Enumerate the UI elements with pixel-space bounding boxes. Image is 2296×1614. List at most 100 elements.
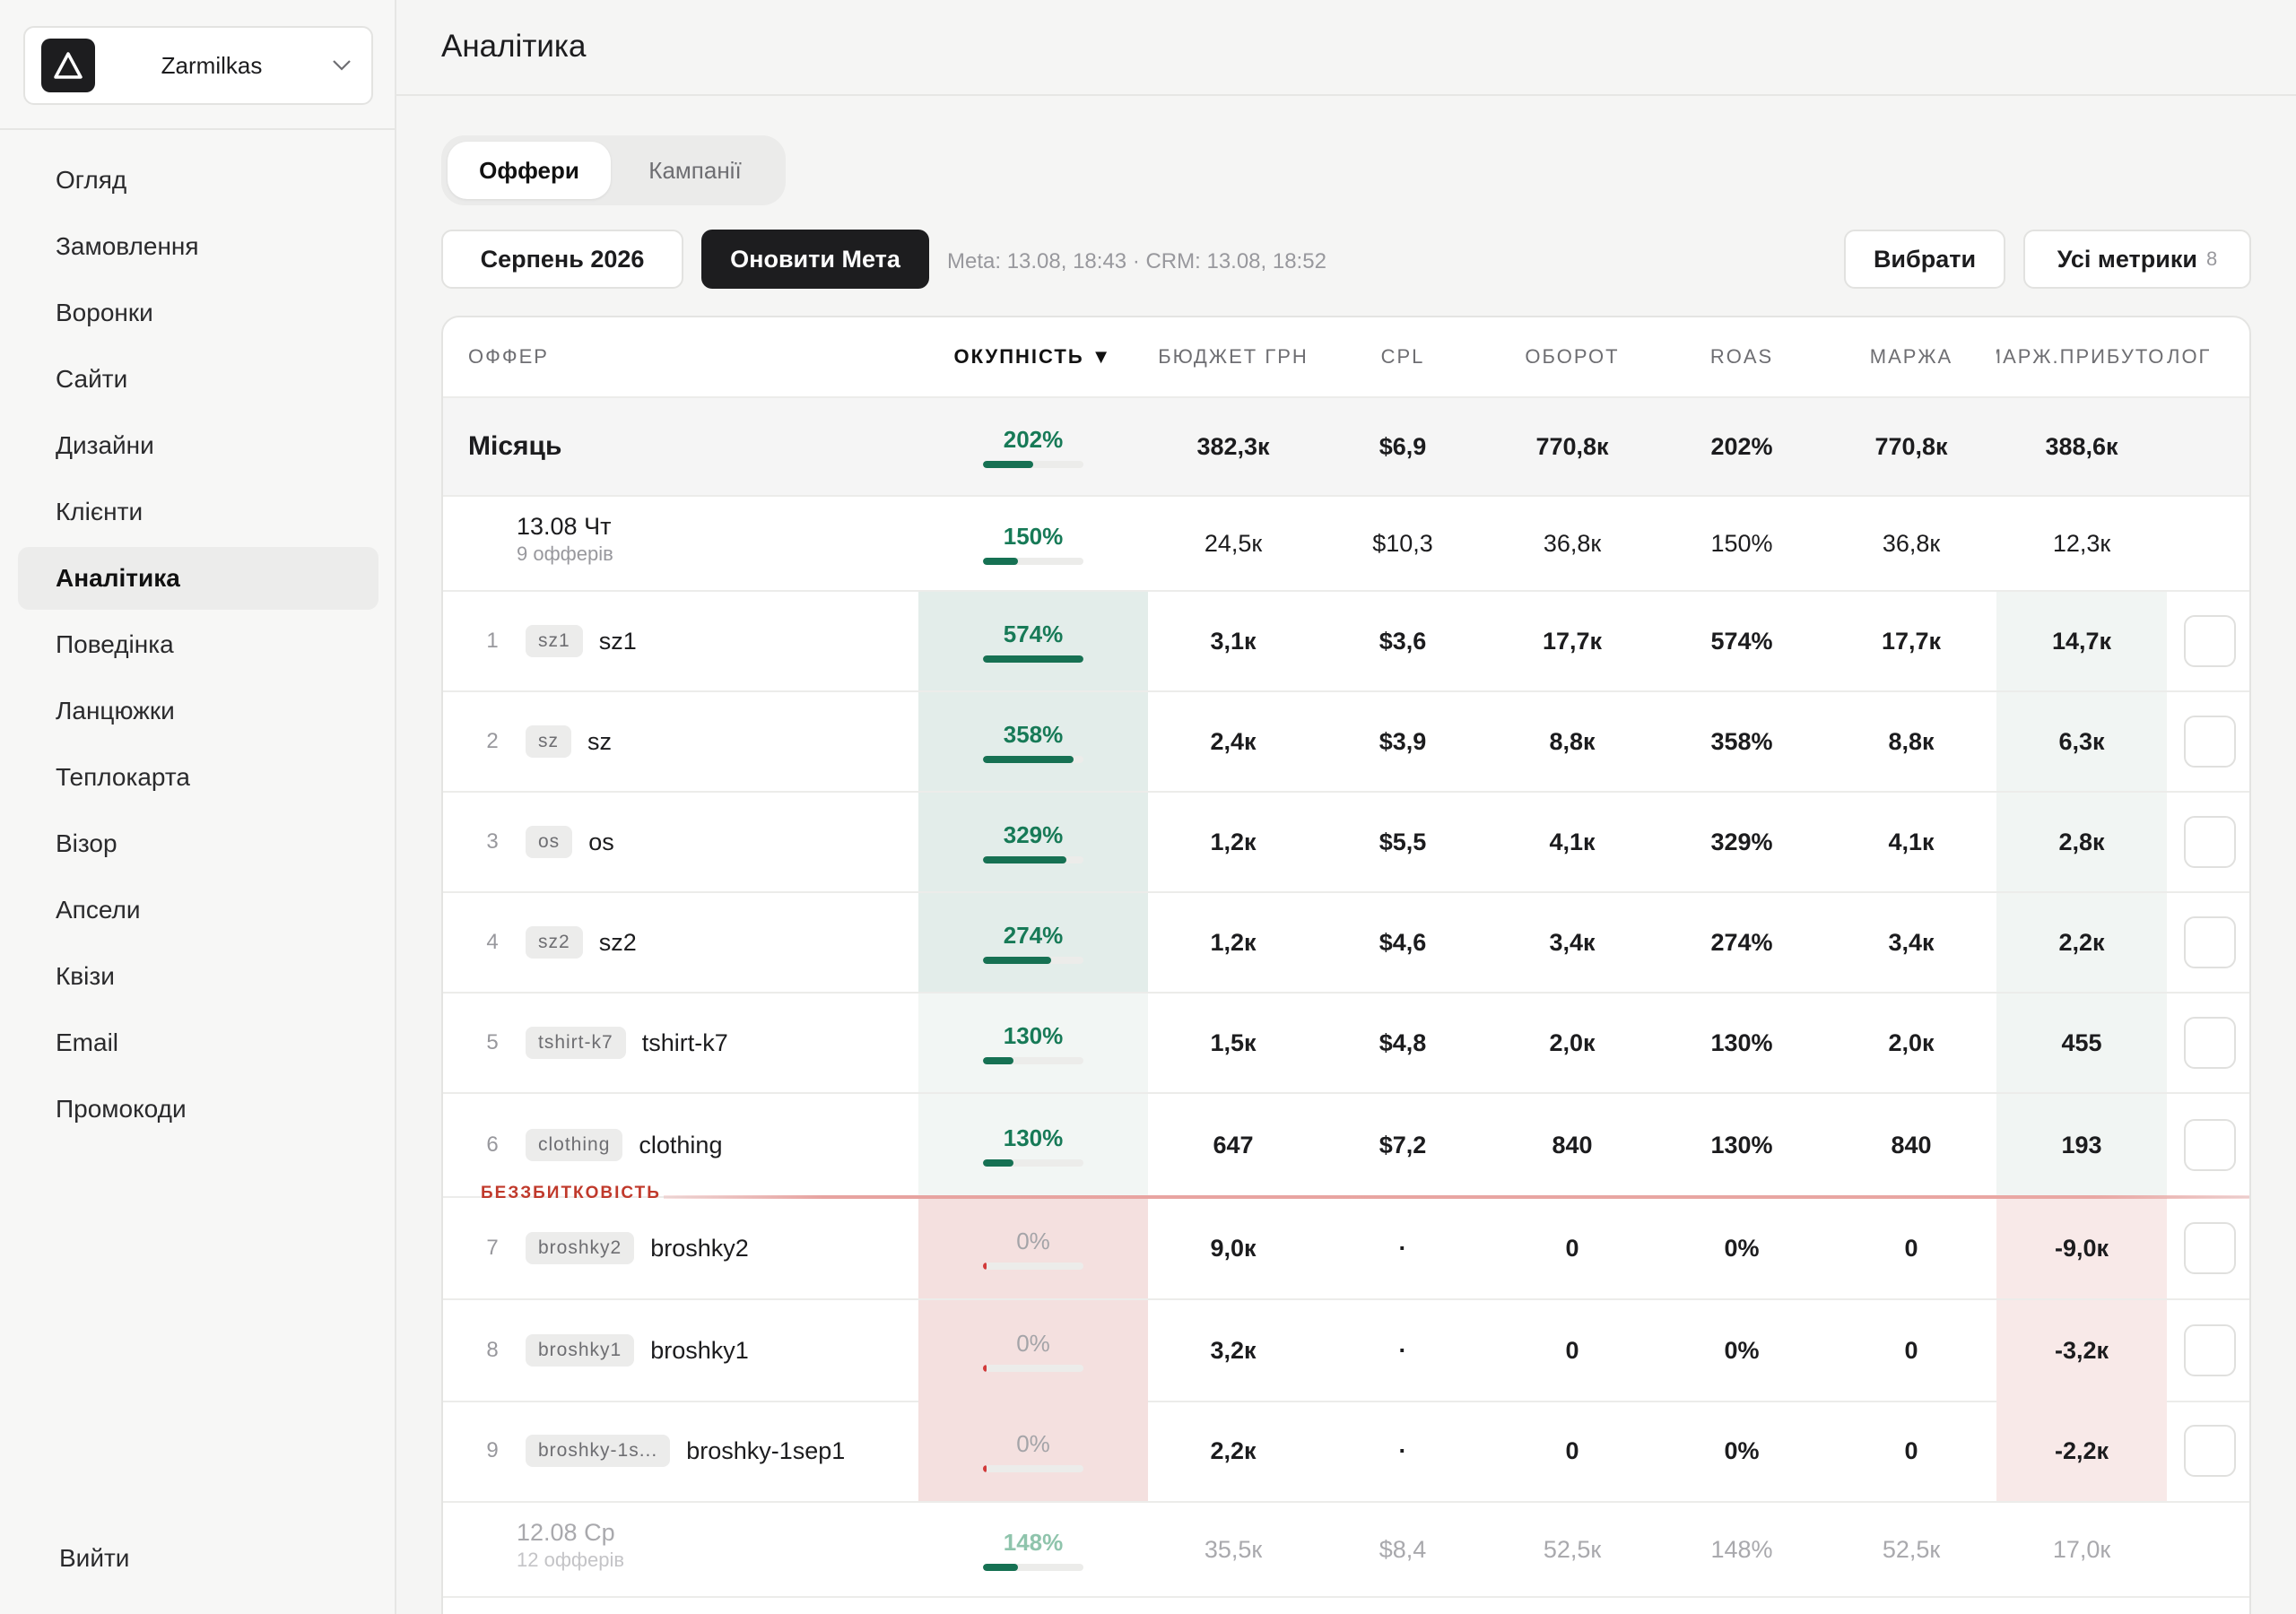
roas-cell: 148% <box>1710 1535 1773 1563</box>
select-button[interactable]: Вибрати <box>1844 230 2005 289</box>
table-row[interactable]: 6 clothing clothing 130% 647 $7,2 840 130% 840 19… <box>443 1094 2249 1198</box>
row-checkbox[interactable] <box>2184 816 2236 868</box>
log-cell <box>2167 692 2249 791</box>
table-row[interactable]: 1 sz1 sz1 574% 3,1к $3,6 17,7к 574% 17,7к 14,7к <box>443 592 2249 692</box>
profit-cell: 193 <box>1996 1094 2167 1196</box>
budget-cell: 1,5к <box>1210 1028 1257 1056</box>
table-row[interactable]: 9 broshky-1s... broshky-1sep1 0% 2,2к · 0 0% 0 -2… <box>443 1401 2249 1503</box>
roi-sort-header[interactable]: ОКУПНІСТЬ ▼ <box>953 345 1113 368</box>
offer-tag: tshirt-k7 <box>526 1027 626 1059</box>
refresh-meta-button[interactable]: Оновити Мета <box>701 230 929 289</box>
log-cell <box>2167 592 2249 690</box>
day-group-row[interactable]: 12.08 Ср 12 офферів 148% 35,5к $8,4 52,5к 148%… <box>443 1503 2249 1598</box>
row-checkbox[interactable] <box>2184 916 2236 968</box>
breakeven-line <box>664 1195 2249 1199</box>
roi-progress-bar <box>983 557 1083 565</box>
logout-link[interactable]: Вийти <box>59 1544 130 1572</box>
table-row[interactable]: 4 sz2 sz2 274% 1,2к $4,6 3,4к 274% 3,4к 2,2к <box>443 893 2249 994</box>
turnover-cell: 3,4к <box>1549 928 1596 956</box>
table-row[interactable]: 7 broshky2 broshky2 0% 9,0к · 0 0% 0 -9,0к <box>443 1198 2249 1300</box>
period-select-button[interactable]: Серпень 2026 <box>441 230 683 289</box>
offer-name: broshky-1sep1 <box>686 1436 846 1464</box>
sidebar-item[interactable]: Замовлення <box>56 232 199 260</box>
row-checkbox[interactable] <box>2184 1324 2236 1376</box>
column-header: ЛОГ <box>2167 345 2212 368</box>
turnover-cell: 2,0к <box>1549 1028 1596 1056</box>
cpl-cell: $3,6 <box>1378 627 1427 655</box>
margin-cell: 8,8к <box>1888 727 1935 755</box>
row-checkbox[interactable] <box>2184 615 2236 667</box>
row-checkbox[interactable] <box>2184 716 2236 768</box>
sidebar-item[interactable]: Промокоди <box>56 1095 187 1123</box>
roi-cell: 130% <box>918 994 1148 1092</box>
roi-progress-fill <box>983 655 1083 663</box>
sidebar-item[interactable]: Апсели <box>56 896 141 924</box>
metrics-count-badge: 8 <box>2205 247 2218 270</box>
margin-cell: 36,8к <box>1882 529 1941 557</box>
tab-campaigns[interactable]: Кампанії <box>648 156 742 184</box>
turnover-cell: 0 <box>1565 1234 1579 1262</box>
table-row[interactable]: 8 broshky1 broshky1 0% 3,2к · 0 0% 0 -3,2к <box>443 1300 2249 1402</box>
roi-progress-bar <box>983 956 1083 964</box>
all-metrics-button[interactable]: Усі метрики 8 <box>2023 230 2251 289</box>
sidebar-item[interactable]: Поведінка <box>56 630 174 658</box>
roi-progress-bar <box>983 1364 1083 1372</box>
offer-name: tshirt-k7 <box>641 1028 728 1056</box>
sidebar-item[interactable]: Квізи <box>56 962 115 990</box>
org-switcher[interactable]: Zarmilkas <box>23 26 373 105</box>
roi-progress-fill <box>983 1364 987 1372</box>
sidebar-item[interactable]: Email <box>56 1028 119 1056</box>
offers-table: ОФФЕР ОКУПНІСТЬ ▼ БЮДЖЕТ ГРН CPL ОБОРОТ ROAS М… <box>441 316 2251 1614</box>
row-checkbox[interactable] <box>2184 1017 2236 1069</box>
profit-cell: -2,2к <box>1996 1401 2167 1501</box>
cpl-cell: $4,6 <box>1378 928 1427 956</box>
table-row[interactable]: 2 sz sz 358% 2,4к $3,9 8,8к 358% 8,8к 6,3к <box>443 692 2249 793</box>
sidebar-item[interactable]: Клієнти <box>56 498 144 525</box>
offer-tag: sz <box>526 725 571 758</box>
sidebar-item[interactable]: Ланцюжки <box>56 697 175 725</box>
budget-cell: 1,2к <box>1210 928 1257 956</box>
roi-progress-bar <box>983 1056 1083 1064</box>
breakeven-label: БЕЗЗБИТКОВІСТЬ <box>481 1184 661 1202</box>
row-checkbox[interactable] <box>2184 1222 2236 1274</box>
log-cell <box>2167 1401 2249 1501</box>
roas-cell: 0% <box>1724 1234 1760 1262</box>
row-number: 7 <box>486 1236 499 1260</box>
row-number: 8 <box>486 1338 499 1362</box>
budget-cell: 3,1к <box>1210 627 1257 655</box>
roi-progress-fill <box>983 956 1052 964</box>
margin-cell: 0 <box>1904 1234 1918 1262</box>
cpl-cell: $5,5 <box>1378 828 1427 855</box>
offer-cell: sz2 sz2 <box>526 893 637 992</box>
sync-status: Meta: 13.08, 18:43 · CRM: 13.08, 18:52 <box>947 249 1326 273</box>
log-cell <box>2167 1094 2249 1196</box>
sidebar-item[interactable]: Теплокарта <box>56 763 190 791</box>
table-row[interactable]: 3 os os 329% 1,2к $5,5 4,1к 329% 4,1к 2,8к <box>443 793 2249 893</box>
tab-offers[interactable]: Оффери <box>448 142 611 199</box>
roi-cell: 574% <box>918 592 1148 690</box>
roas-cell: 274% <box>1710 928 1773 956</box>
sidebar-item[interactable]: Сайти <box>56 365 128 393</box>
roi-cell: 202% <box>918 398 1148 495</box>
sidebar-item[interactable]: Огляд <box>56 166 127 194</box>
roi-progress-fill <box>983 1158 1013 1167</box>
cpl-cell: · <box>1398 1234 1407 1262</box>
day-group-row[interactable]: 13.08 Чт 9 офферів 150% 24,5к $10,3 36,8к 150%… <box>443 497 2249 592</box>
sidebar-item[interactable]: Воронки <box>56 299 153 326</box>
sidebar-divider <box>0 128 396 130</box>
row-checkbox[interactable] <box>2184 1425 2236 1477</box>
row-checkbox[interactable] <box>2184 1119 2236 1171</box>
table-row[interactable]: 5 tshirt-k7 tshirt-k7 130% 1,5к $4,8 2,0к 130% 2… <box>443 994 2249 1094</box>
roas-cell: 130% <box>1710 1131 1773 1158</box>
roi-value: 329% <box>1003 820 1064 848</box>
row-number: 5 <box>486 1030 499 1054</box>
roi-progress-bar <box>983 655 1083 663</box>
sidebar-item[interactable]: Візор <box>56 829 117 857</box>
margin-cell: 840 <box>1891 1131 1932 1158</box>
budget-cell: 647 <box>1213 1131 1254 1158</box>
budget-cell: 35,5к <box>1204 1535 1263 1563</box>
offer-tag: broshky1 <box>526 1334 635 1367</box>
log-cell <box>2167 994 2249 1092</box>
sidebar-item[interactable]: Аналітика <box>18 547 378 610</box>
sidebar-item[interactable]: Дизайни <box>56 431 154 459</box>
